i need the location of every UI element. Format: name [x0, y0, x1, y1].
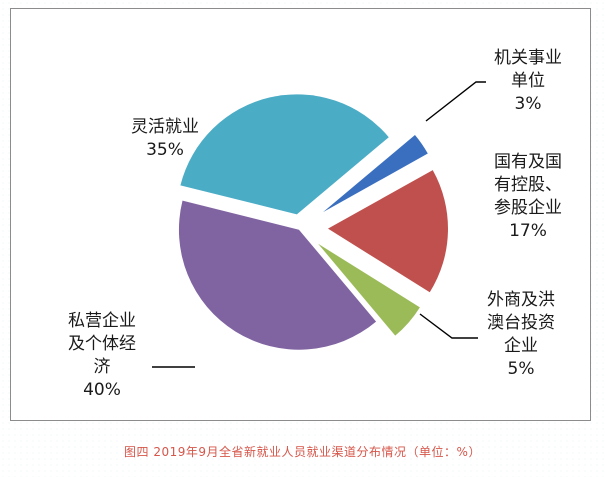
leader-line	[425, 81, 486, 122]
slice-category-label: 国有及国	[494, 152, 562, 172]
pie-slice	[178, 200, 377, 350]
slice-category-label: 有控股、	[494, 175, 562, 195]
slice-value-label: 3%	[515, 94, 542, 114]
chart-frame	[10, 8, 591, 421]
slice-category-label: 单位	[511, 71, 545, 91]
slice-category-label: 灵活就业	[131, 117, 199, 137]
slice-category-label: 参股企业	[494, 198, 562, 218]
slice-category-label: 企业	[504, 336, 538, 356]
slice-value-label: 5%	[508, 359, 535, 379]
leaders-layer	[152, 81, 486, 368]
slice-category-label: 机关事业	[494, 48, 562, 68]
leader-line	[419, 313, 478, 339]
pie-slice	[327, 170, 448, 293]
pie-slice	[318, 243, 420, 336]
pie-slice	[323, 134, 428, 213]
pie-slice	[180, 94, 389, 215]
slice-category-label: 外商及洪	[487, 290, 555, 310]
slice-value-label: 35%	[146, 140, 184, 160]
slices-layer	[178, 94, 448, 350]
slice-category-label: 私营企业	[68, 311, 136, 331]
slice-category-label: 济	[94, 357, 111, 377]
slice-category-label: 及个体经	[68, 334, 136, 354]
chart-caption: 图四 2019年9月全省新就业人员就业渠道分布情况（单位：%）	[124, 445, 481, 459]
slice-value-label: 40%	[83, 380, 121, 400]
slice-value-label: 17%	[509, 221, 547, 241]
slice-category-label: 澳台投资	[487, 313, 555, 333]
